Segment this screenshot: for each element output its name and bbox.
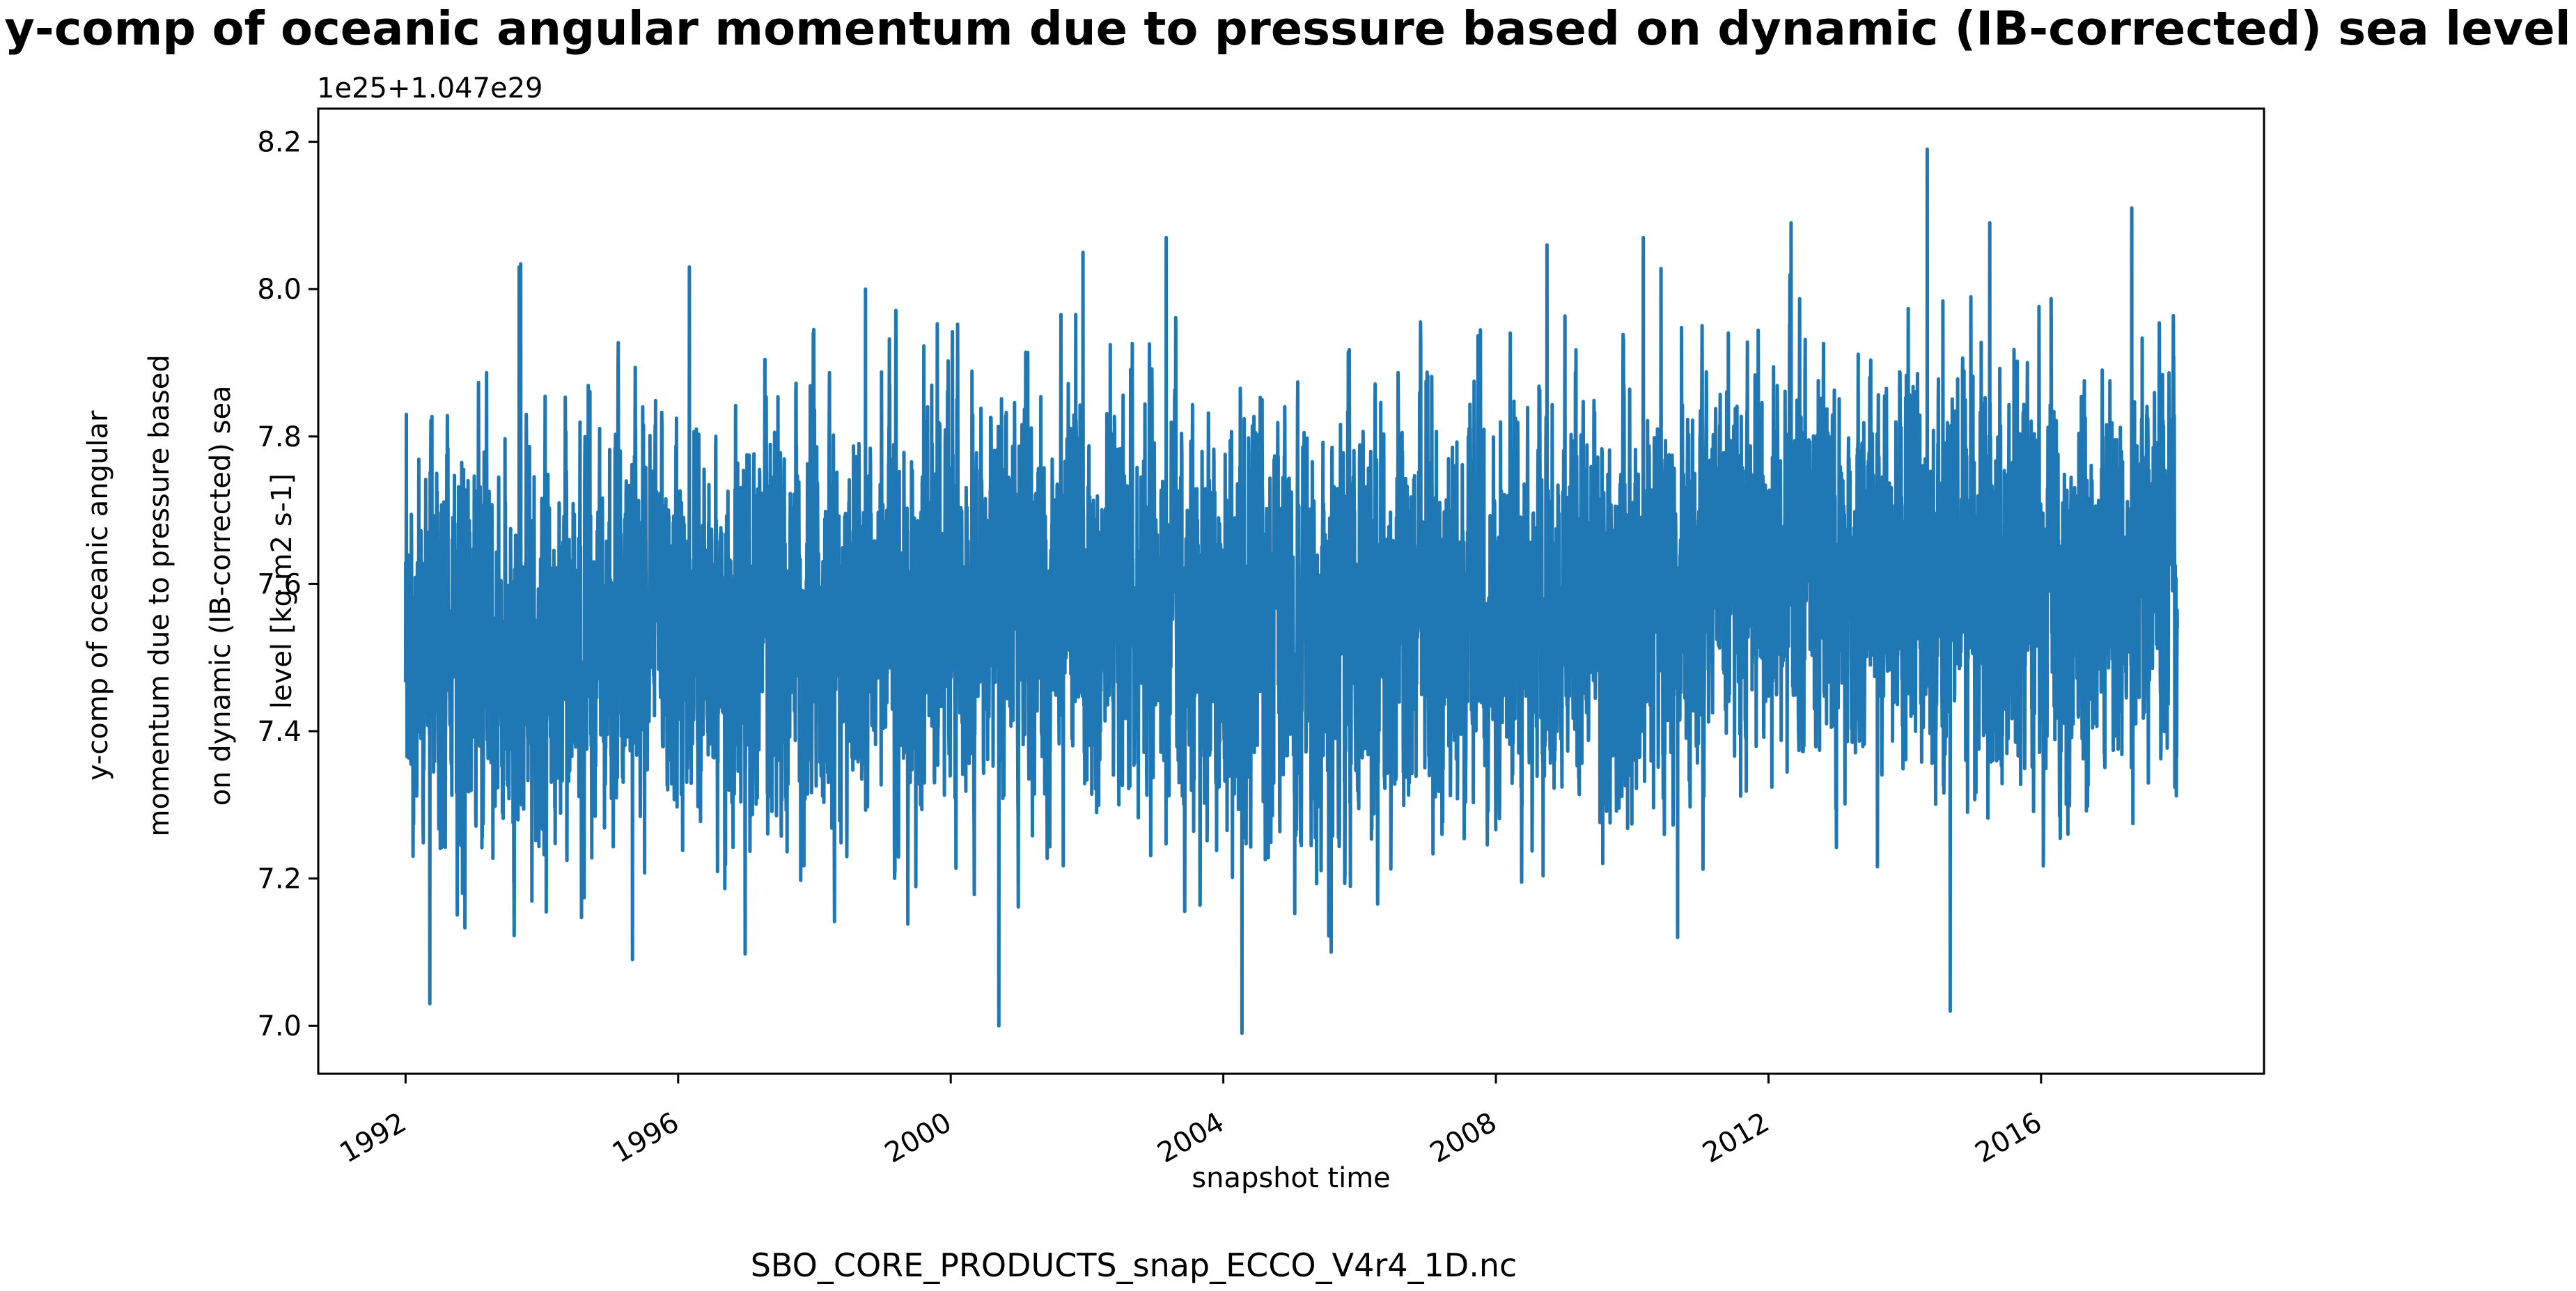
offset-label: 1e25+1.047e29: [317, 72, 543, 104]
y-tick-label: 7.2: [257, 863, 302, 895]
x-tick-label: 1992: [334, 1106, 412, 1170]
y-tick-label: 7.6: [257, 568, 302, 600]
x-tick-label: 2000: [880, 1106, 957, 1170]
y-axis-label-line: on dynamic (IB-corrected) sea: [205, 385, 237, 806]
x-axis-label: snapshot time: [1192, 1162, 1391, 1194]
data-layer: [403, 147, 2179, 1035]
y-tick-label: 7.8: [257, 421, 302, 453]
x-tick-label: 2004: [1152, 1106, 1229, 1170]
y-axis: 7.0 7.2 7.4 7.6 7.8 8.0 8.2: [257, 127, 318, 1042]
y-axis-label-line: momentum due to pressure based: [143, 354, 175, 836]
x-tick-label: 1996: [607, 1106, 685, 1170]
y-tick-label: 7.4: [257, 716, 302, 748]
series-line: [403, 147, 2179, 1035]
chart-title: y-comp of oceanic angular momentum due t…: [4, 1, 2571, 56]
x-tick-label: 2016: [1970, 1106, 2047, 1170]
y-axis-label-line: level [kg m2 s-1]: [266, 474, 298, 709]
y-tick-label: 8.2: [257, 127, 302, 159]
x-tick-label: 2008: [1425, 1106, 1502, 1170]
y-tick-label: 7.0: [257, 1010, 302, 1042]
footer-filename: SBO_CORE_PRODUCTS_snap_ECCO_V4r4_1D.nc: [751, 1246, 1517, 1284]
y-tick-label: 8.0: [257, 274, 302, 306]
plot-border: [317, 107, 2265, 1075]
x-axis: 1992 1996 2000 2004 2008 2012 2016: [334, 1074, 2047, 1170]
y-axis-label-line: y-comp of oceanic angular: [82, 410, 114, 781]
y-axis-label: y-comp of oceanic angular momentum due t…: [82, 346, 298, 837]
x-tick-label: 2012: [1697, 1106, 1774, 1170]
